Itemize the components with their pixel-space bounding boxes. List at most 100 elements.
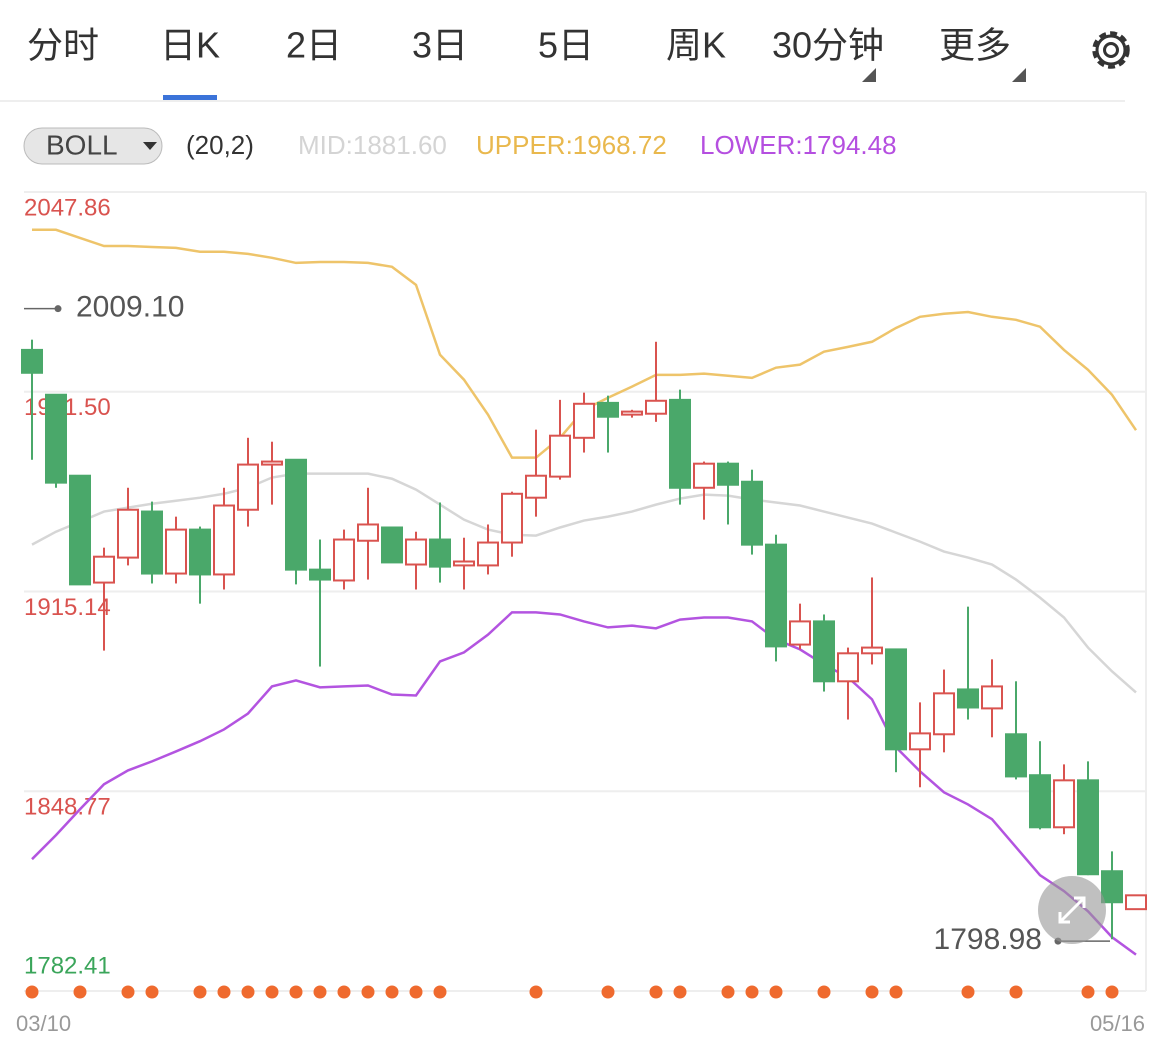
candle-body: [837, 652, 859, 683]
annotation-label: 1798.98: [934, 923, 1042, 956]
candle-body: [381, 526, 403, 564]
y-tick-label: 1848.77: [24, 794, 111, 821]
candle-body: [549, 434, 571, 478]
candle-body: [477, 541, 499, 567]
dropdown-arrow: [143, 142, 157, 150]
event-marker[interactable]: [769, 985, 783, 999]
event-marker[interactable]: [1105, 985, 1119, 999]
tab[interactable]: 5日: [538, 25, 594, 66]
candle-body: [237, 463, 259, 511]
tab[interactable]: 更多: [939, 25, 1011, 66]
candle-body: [1029, 774, 1051, 829]
event-marker[interactable]: [337, 985, 351, 999]
candle-body: [21, 348, 43, 374]
candle-body: [861, 646, 883, 655]
active-tab-underline: [163, 95, 217, 100]
band-line: [31, 472, 1137, 694]
event-marker[interactable]: [145, 985, 159, 999]
event-marker[interactable]: [865, 985, 879, 999]
candle-body: [93, 555, 115, 584]
upper-label: UPPER:1968.72: [476, 130, 667, 160]
candle-body: [1077, 779, 1099, 876]
event-marker[interactable]: [649, 985, 663, 999]
tab[interactable]: 周K: [666, 25, 726, 66]
candle-body: [357, 523, 379, 542]
event-marker[interactable]: [217, 985, 231, 999]
settings-icon[interactable]: [1092, 31, 1130, 69]
candle-body: [1125, 894, 1147, 911]
tab-bar: 分时 日K 2日 3日 5日 周K 30分钟 更多: [27, 25, 1011, 66]
tab[interactable]: 3日: [412, 25, 468, 66]
candle-body: [1101, 870, 1123, 904]
candle-body: [213, 504, 235, 576]
event-marker[interactable]: [409, 985, 423, 999]
candle-body: [117, 508, 139, 559]
candle-body: [45, 393, 67, 484]
indicator-select[interactable]: [23, 127, 163, 165]
candle-body: [309, 568, 331, 581]
candle-body: [573, 402, 595, 439]
candle-body: [957, 688, 979, 709]
y-tick-label: 1915.14: [24, 594, 111, 621]
lower-label: LOWER:1794.48: [700, 130, 897, 160]
tab[interactable]: 30分钟: [772, 25, 884, 66]
x-tick-label: 05/16: [1090, 1011, 1145, 1036]
indicator-params: (20,2): [186, 130, 254, 160]
y-tick-label: 1981.50: [24, 394, 111, 421]
candle-body: [645, 399, 667, 415]
event-marker[interactable]: [313, 985, 327, 999]
candle-body: [765, 543, 787, 648]
event-marker[interactable]: [721, 985, 735, 999]
event-marker[interactable]: [1081, 985, 1095, 999]
tab[interactable]: 分时: [27, 25, 99, 66]
candle-body: [429, 538, 451, 568]
candle-body: [669, 398, 691, 489]
candle-body: [333, 538, 355, 582]
tab[interactable]: 2日: [286, 25, 342, 66]
candle-body: [813, 620, 835, 683]
x-tick-label: 03/10: [16, 1011, 71, 1036]
event-marker[interactable]: [361, 985, 375, 999]
candle-body: [1005, 733, 1027, 778]
event-marker[interactable]: [817, 985, 831, 999]
candle-body: [501, 492, 523, 544]
event-marker[interactable]: [241, 985, 255, 999]
dropdown-corner: [862, 68, 876, 82]
tab[interactable]: 日K: [160, 25, 220, 66]
event-marker[interactable]: [193, 985, 207, 999]
event-marker[interactable]: [289, 985, 303, 999]
event-marker[interactable]: [265, 985, 279, 999]
event-marker[interactable]: [745, 985, 759, 999]
event-marker[interactable]: [673, 985, 687, 999]
event-marker[interactable]: [73, 985, 87, 999]
event-marker[interactable]: [25, 985, 39, 999]
candle-body: [261, 460, 283, 466]
candle-body: [189, 528, 211, 576]
annotation-label: 2009.10: [76, 291, 184, 324]
y-tick-label: 1782.41: [24, 952, 111, 979]
event-marker[interactable]: [385, 985, 399, 999]
zoom-button[interactable]: [1038, 876, 1106, 944]
event-marker[interactable]: [889, 985, 903, 999]
event-marker[interactable]: [433, 985, 447, 999]
annotation-dot: [54, 305, 62, 313]
candle-body: [285, 458, 307, 571]
candle-body: [933, 692, 955, 736]
event-marker[interactable]: [601, 985, 615, 999]
indicator-name: BOLL: [46, 129, 118, 160]
dropdown-corner: [1012, 68, 1026, 82]
candle-body: [693, 462, 715, 489]
band-line: [31, 611, 1137, 956]
candle-body: [981, 685, 1003, 710]
event-marker[interactable]: [1009, 985, 1023, 999]
event-marker[interactable]: [529, 985, 543, 999]
y-tick-label: 2047.86: [24, 194, 111, 221]
event-marker[interactable]: [961, 985, 975, 999]
candle-body: [141, 510, 163, 575]
candle-body: [741, 480, 763, 546]
event-marker[interactable]: [121, 985, 135, 999]
candle-body: [453, 560, 475, 567]
candle-body: [621, 410, 643, 416]
candle-body: [717, 462, 739, 486]
